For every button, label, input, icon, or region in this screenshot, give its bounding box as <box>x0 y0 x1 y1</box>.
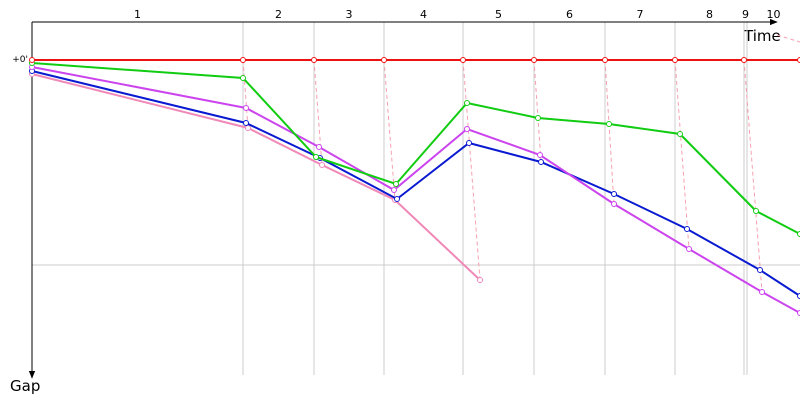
point <box>742 58 747 63</box>
point <box>612 192 617 197</box>
series-line <box>32 67 800 313</box>
x-axis-label: Time <box>743 27 781 45</box>
point <box>539 160 544 165</box>
lap-label: 4 <box>420 8 427 21</box>
point <box>317 145 322 150</box>
point <box>607 122 612 127</box>
point <box>467 141 472 146</box>
lap-label: 2 <box>275 8 282 21</box>
point <box>532 58 537 63</box>
lap-label: 5 <box>495 8 502 21</box>
point <box>244 106 249 111</box>
point <box>395 197 400 202</box>
series-line <box>32 74 480 280</box>
point <box>241 76 246 81</box>
point <box>394 182 399 187</box>
y-tick-label: +0' <box>12 55 28 65</box>
y-axis-label: Gap <box>10 377 40 395</box>
point <box>241 58 246 63</box>
connector <box>463 60 480 280</box>
point <box>760 290 765 295</box>
point <box>538 153 543 158</box>
point <box>244 121 249 126</box>
connector <box>243 60 248 128</box>
point <box>536 116 541 121</box>
point <box>758 268 763 273</box>
connector <box>605 60 614 204</box>
point <box>673 58 678 63</box>
point <box>392 188 397 193</box>
lap-label: 1 <box>134 8 141 21</box>
series-line <box>32 71 800 296</box>
point <box>30 58 35 63</box>
point <box>478 278 483 283</box>
point <box>465 127 470 132</box>
point <box>754 209 759 214</box>
point <box>678 132 683 137</box>
connector <box>384 60 395 200</box>
point <box>246 126 251 131</box>
point <box>320 163 325 168</box>
point <box>603 58 608 63</box>
point <box>687 247 692 252</box>
point <box>465 101 470 106</box>
lap-label: 9 <box>742 8 749 21</box>
connector <box>675 60 689 249</box>
point <box>312 58 317 63</box>
lap-label: 3 <box>346 8 353 21</box>
lap-label: 10 <box>767 8 781 21</box>
lap-label: 8 <box>706 8 713 21</box>
lap-label: 6 <box>566 8 573 21</box>
point <box>461 58 466 63</box>
point <box>382 58 387 63</box>
point <box>314 155 319 160</box>
lap-label: 7 <box>637 8 644 21</box>
connector <box>534 60 541 162</box>
point <box>685 227 690 232</box>
point <box>612 202 617 207</box>
